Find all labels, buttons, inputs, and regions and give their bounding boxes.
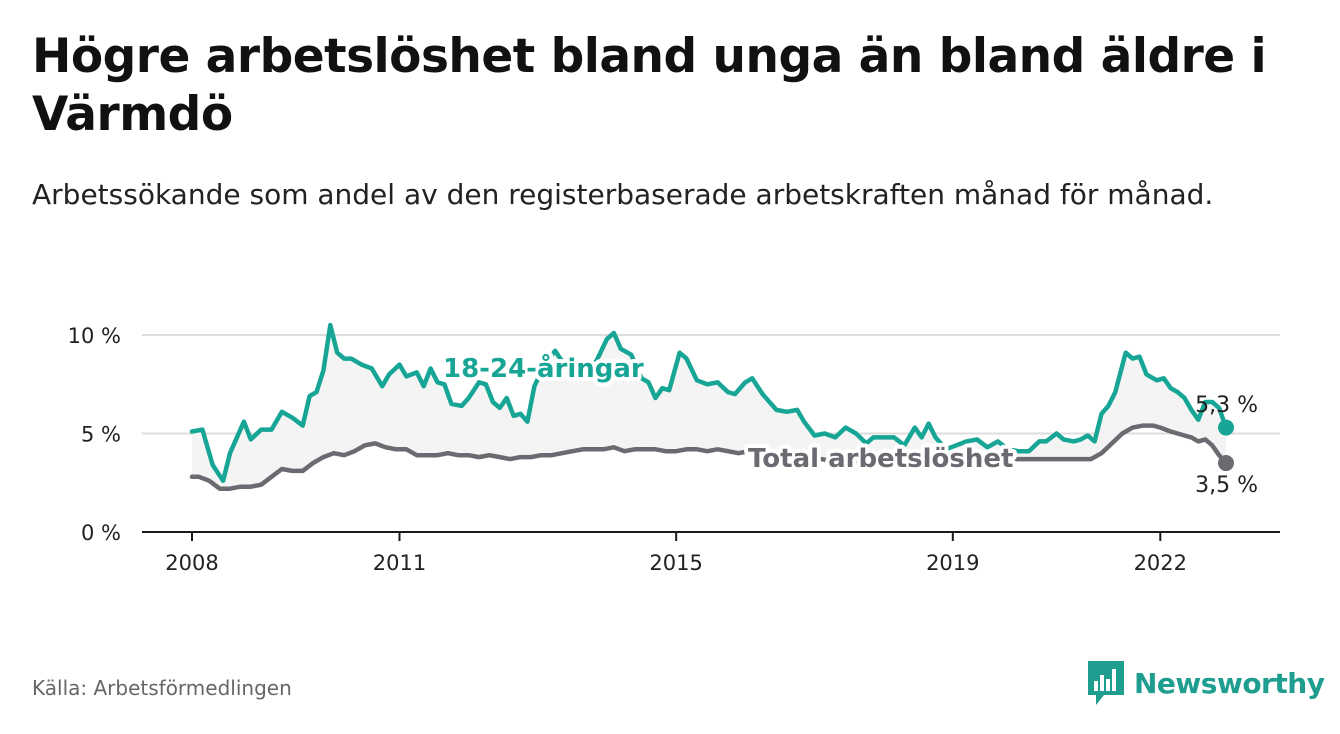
series-line-total (189, 423, 1229, 491)
y-tick-label: 10 % (68, 324, 121, 348)
chart-title: Högre arbetslöshet bland unga än bland ä… (32, 29, 1267, 142)
series-line-youth (189, 322, 1229, 484)
x-tick-label: 2022 (1134, 551, 1187, 575)
x-tick-label: 2015 (649, 551, 702, 575)
brand-name: Newsworthy (1134, 666, 1325, 700)
end-point-youth (1218, 419, 1234, 436)
x-axis-layer: 2008 2011 2015 2019 2022 (142, 531, 1280, 575)
line-chart: 0 % 5 % 10 % 2008 2011 2015 2019 2022 18-24-år… (68, 322, 1280, 575)
x-tick-label: 2011 (373, 551, 426, 575)
series-label-total: Total arbetslöshet (748, 444, 1013, 474)
brand-logo[interactable]: Newsworthy (1088, 660, 1325, 706)
newsworthy-logo-icon (1088, 661, 1124, 705)
end-value-total: 3,5 % (1195, 473, 1258, 498)
gap-band-layer (192, 325, 1226, 489)
series-label-youth: 18-24-åringar (443, 352, 644, 384)
end-point-total (1218, 455, 1234, 472)
source-note: Källa: Arbetsförmedlingen (32, 676, 292, 700)
y-tick-label: 0 % (81, 521, 121, 545)
chart-subtitle: Arbetssökande som andel av den registerb… (32, 178, 1214, 211)
label-layer: 18-24-åringar Total arbetslöshet 5,3 % 3,5 … (439, 348, 1258, 498)
x-tick-label: 2019 (926, 551, 979, 575)
x-tick-label: 2008 (165, 551, 218, 575)
series-line-layer (189, 322, 1234, 491)
end-value-youth: 5,3 % (1195, 393, 1258, 418)
y-tick-label: 5 % (81, 423, 121, 447)
gap-band (192, 325, 1226, 489)
